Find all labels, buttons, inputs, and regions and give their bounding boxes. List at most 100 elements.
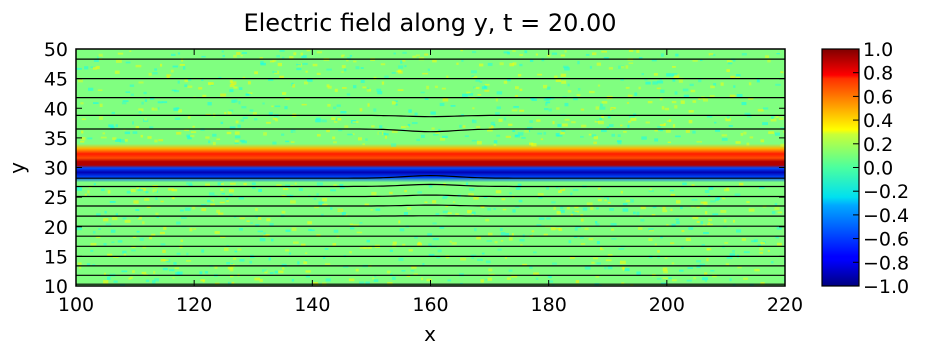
noise-speckle bbox=[200, 279, 205, 281]
noise-speckle bbox=[400, 60, 402, 63]
noise-speckle bbox=[307, 79, 313, 82]
y-tick-label: 40 bbox=[44, 98, 68, 120]
noise-speckle bbox=[544, 132, 547, 135]
noise-speckle bbox=[592, 52, 596, 55]
noise-speckle bbox=[676, 221, 680, 224]
noise-speckle bbox=[293, 242, 299, 244]
noise-speckle bbox=[623, 268, 625, 271]
noise-speckle bbox=[384, 133, 389, 135]
noise-speckle bbox=[488, 278, 493, 281]
noise-speckle bbox=[193, 126, 195, 128]
noise-speckle bbox=[589, 238, 594, 240]
colorbar: 1.00.80.60.40.20.0−0.2−0.4−0.6−0.8−1.0 bbox=[822, 39, 909, 298]
noise-speckle bbox=[125, 132, 130, 135]
noise-speckle bbox=[688, 267, 694, 269]
colorbar-tick-label: 0.2 bbox=[863, 134, 893, 156]
noise-speckle bbox=[341, 71, 343, 73]
noise-speckle bbox=[762, 122, 768, 125]
noise-speckle bbox=[335, 89, 338, 92]
noise-speckle bbox=[252, 182, 256, 185]
noise-speckle bbox=[519, 64, 522, 66]
noise-speckle bbox=[775, 203, 778, 206]
noise-speckle bbox=[359, 222, 362, 224]
noise-speckle bbox=[193, 228, 196, 230]
noise-speckle bbox=[285, 141, 289, 143]
noise-speckle bbox=[427, 233, 432, 236]
noise-speckle bbox=[371, 192, 376, 195]
noise-speckle bbox=[669, 119, 671, 122]
noise-speckle bbox=[439, 227, 444, 229]
noise-speckle bbox=[637, 212, 640, 216]
noise-speckle bbox=[541, 138, 543, 140]
noise-speckle bbox=[771, 261, 773, 263]
noise-speckle bbox=[524, 50, 527, 53]
noise-speckle bbox=[472, 107, 474, 109]
noise-speckle bbox=[472, 75, 475, 77]
noise-speckle bbox=[317, 182, 323, 185]
noise-speckle bbox=[258, 217, 261, 220]
noise-speckle bbox=[668, 277, 671, 279]
noise-speckle bbox=[239, 228, 243, 231]
noise-speckle bbox=[660, 90, 664, 93]
noise-speckle bbox=[474, 228, 477, 231]
noise-speckle bbox=[739, 183, 743, 186]
noise-speckle bbox=[569, 240, 572, 243]
noise-speckle bbox=[325, 248, 329, 250]
noise-speckle bbox=[536, 54, 538, 56]
noise-speckle bbox=[537, 133, 542, 135]
noise-speckle bbox=[666, 130, 671, 133]
noise-speckle bbox=[171, 70, 174, 73]
noise-speckle bbox=[278, 271, 283, 274]
noise-speckle bbox=[512, 209, 515, 212]
noise-speckle bbox=[255, 208, 258, 211]
noise-speckle bbox=[670, 190, 674, 192]
noise-speckle bbox=[93, 231, 96, 234]
noise-speckle bbox=[630, 118, 636, 121]
y-tick-label: 30 bbox=[44, 158, 68, 180]
noise-speckle bbox=[594, 136, 598, 139]
noise-speckle bbox=[433, 238, 439, 240]
noise-speckle bbox=[87, 190, 89, 193]
noise-speckle bbox=[103, 280, 108, 284]
noise-speckle bbox=[158, 101, 163, 103]
noise-speckle bbox=[692, 217, 698, 220]
noise-speckle bbox=[199, 271, 202, 274]
noise-speckle bbox=[485, 219, 489, 222]
noise-speckle bbox=[353, 61, 356, 63]
noise-speckle bbox=[620, 79, 624, 81]
noise-speckle bbox=[258, 231, 264, 233]
noise-speckle bbox=[496, 135, 500, 137]
noise-speckle bbox=[342, 212, 346, 215]
noise-speckle bbox=[282, 267, 285, 270]
noise-speckle bbox=[286, 230, 291, 232]
noise-speckle bbox=[655, 244, 657, 246]
noise-speckle bbox=[278, 63, 282, 66]
noise-speckle bbox=[715, 198, 719, 201]
noise-speckle bbox=[106, 223, 112, 225]
noise-speckle bbox=[409, 249, 413, 251]
noise-speckle bbox=[648, 228, 653, 230]
noise-speckle bbox=[116, 213, 118, 215]
noise-speckle bbox=[152, 108, 158, 111]
noise-speckle bbox=[130, 85, 134, 87]
noise-speckle bbox=[606, 259, 612, 261]
noise-speckle bbox=[763, 107, 768, 109]
field-heatmap bbox=[76, 49, 785, 286]
noise-speckle bbox=[239, 87, 242, 90]
noise-speckle bbox=[275, 119, 278, 122]
noise-speckle bbox=[212, 134, 216, 137]
noise-speckle bbox=[693, 100, 697, 103]
noise-speckle bbox=[728, 62, 733, 64]
noise-speckle bbox=[400, 228, 405, 231]
noise-speckle bbox=[565, 103, 569, 106]
noise-speckle bbox=[591, 262, 594, 264]
noise-speckle bbox=[144, 119, 147, 121]
noise-speckle bbox=[598, 188, 601, 190]
noise-speckle bbox=[465, 135, 469, 137]
noise-speckle bbox=[736, 74, 741, 77]
noise-speckle bbox=[141, 135, 143, 138]
noise-speckle bbox=[576, 280, 579, 283]
noise-speckle bbox=[621, 66, 624, 69]
noise-speckle bbox=[481, 279, 484, 282]
noise-speckle bbox=[593, 258, 598, 260]
